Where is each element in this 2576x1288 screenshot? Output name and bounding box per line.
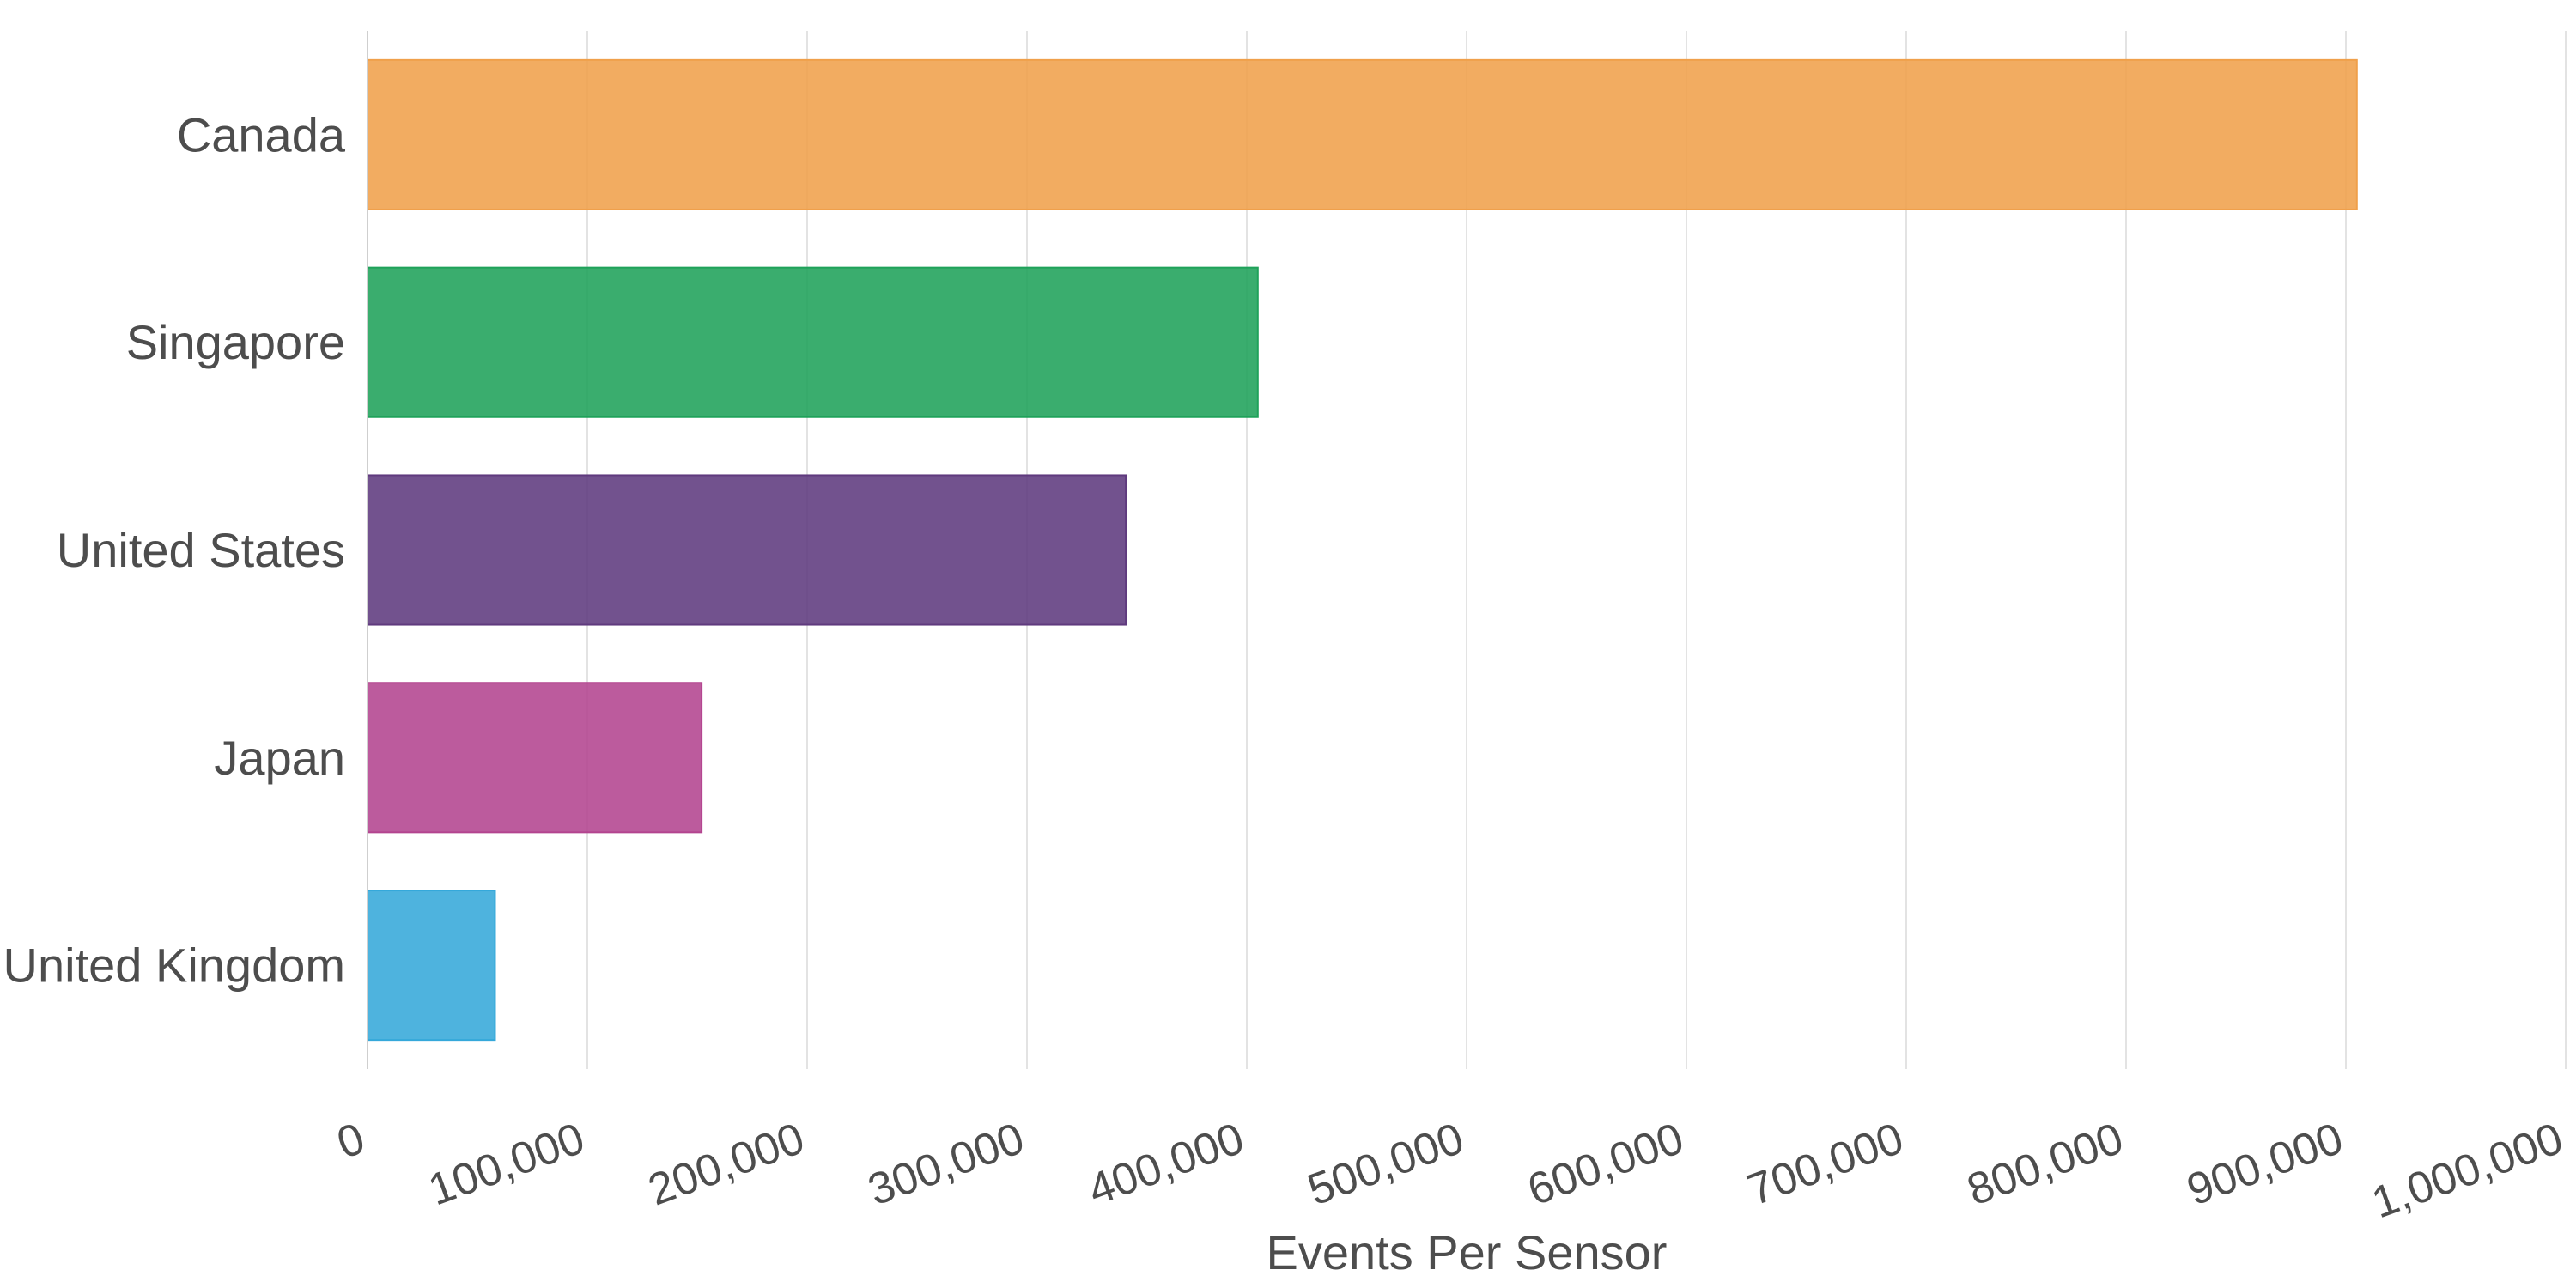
x-tick-label: 900,000 [2181, 1114, 2349, 1216]
bar[interactable] [367, 890, 496, 1042]
category-labels: Canada Singapore United States Japan United … [3, 107, 346, 992]
category-label: United States [57, 523, 345, 577]
x-axis-title: Events Per Sensor [1267, 1225, 1668, 1279]
bar[interactable] [367, 266, 1259, 418]
x-tick-label: 700,000 [1741, 1114, 1910, 1216]
x-tick-label: 100,000 [422, 1114, 591, 1216]
x-tick-labels: 0 100,000 200,000 300,000 400,000 500,000 600,… [331, 1114, 2569, 1229]
x-tick-label: 500,000 [1302, 1114, 1470, 1216]
x-tick-label: 1,000,000 [2366, 1114, 2569, 1229]
bar[interactable] [367, 682, 703, 834]
category-label: United Kingdom [3, 939, 345, 993]
category-label: Singapore [126, 315, 345, 369]
x-tick-label: 800,000 [1961, 1114, 2129, 1216]
bar[interactable] [367, 474, 1127, 626]
x-tick-label: 200,000 [642, 1114, 811, 1216]
x-tick-label: 400,000 [1082, 1114, 1250, 1216]
category-label: Japan [214, 731, 345, 785]
category-label: Canada [177, 107, 346, 161]
x-tick-label: 600,000 [1522, 1114, 1690, 1216]
bars [367, 58, 2358, 1042]
x-tick-label: 0 [331, 1114, 371, 1169]
bar[interactable] [367, 58, 2358, 210]
x-tick-label: 300,000 [862, 1114, 1030, 1216]
